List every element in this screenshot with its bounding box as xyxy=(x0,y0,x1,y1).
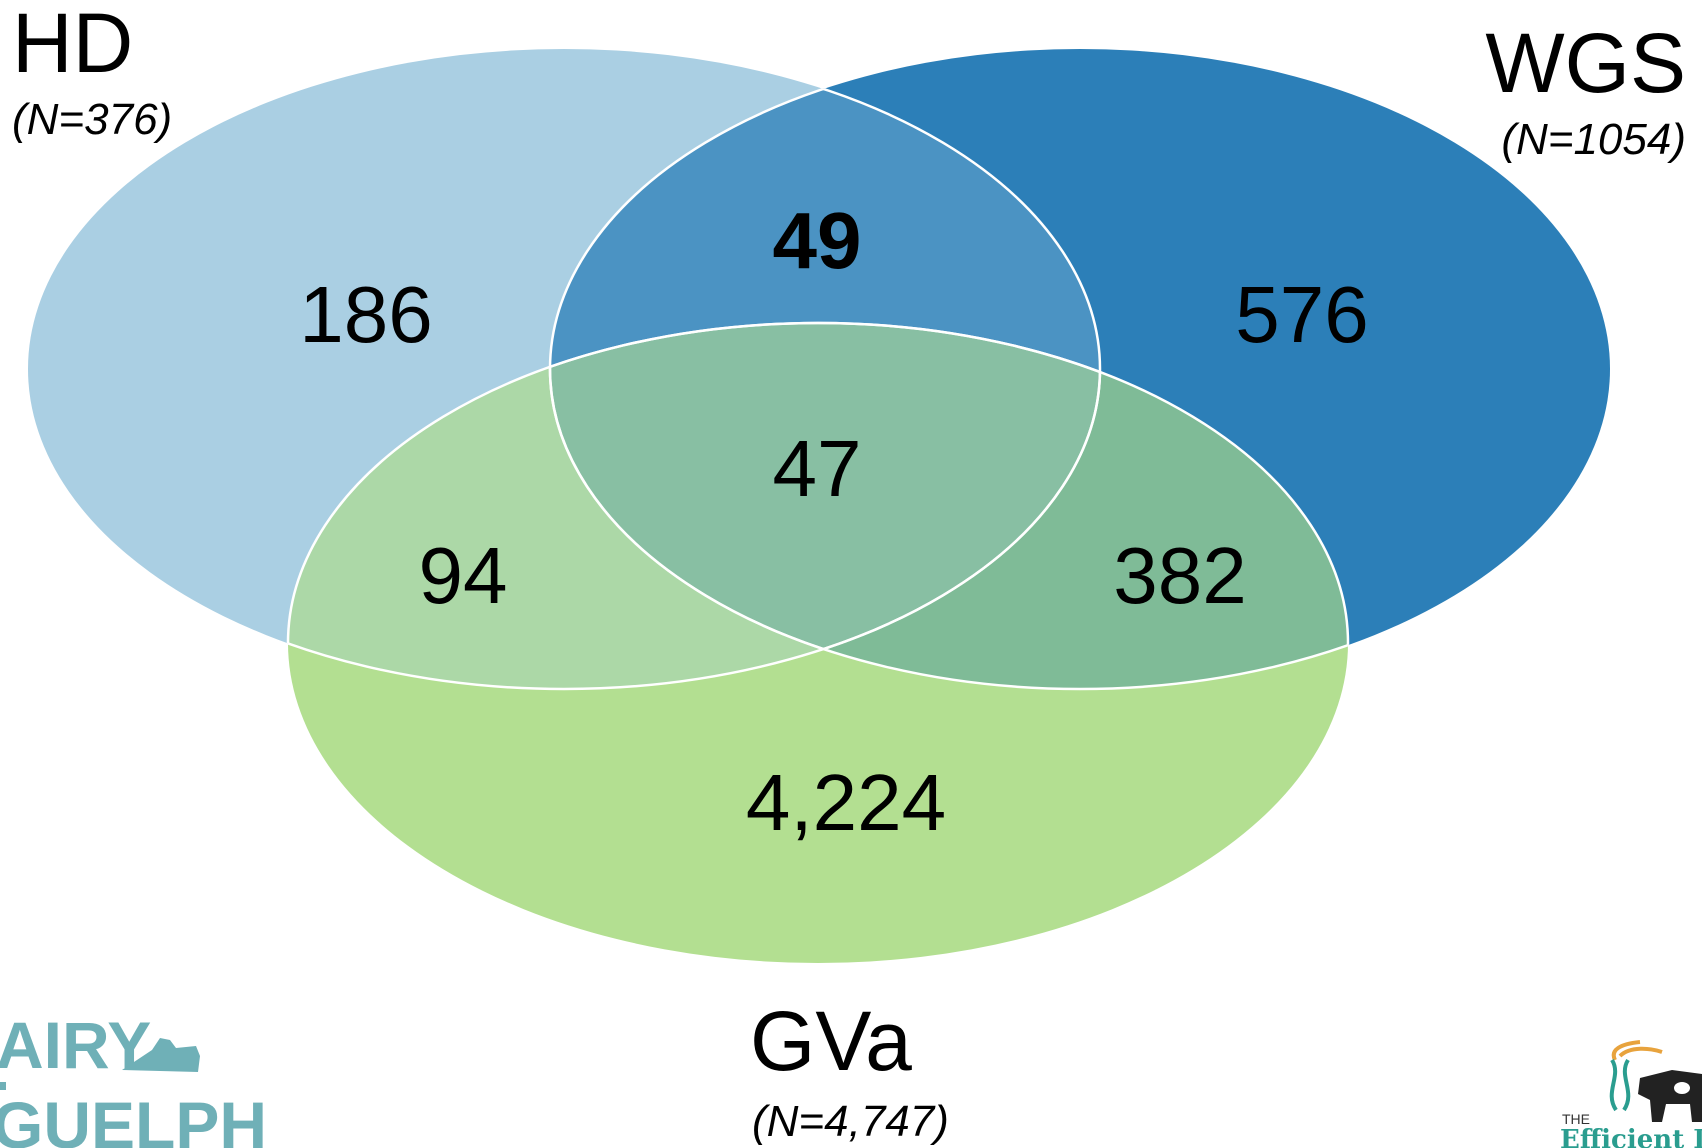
wgs-set-count: (N=1054) xyxy=(1501,115,1686,164)
wgs-outline-in-gva xyxy=(548,323,1348,691)
all-three-value: 47 xyxy=(773,424,862,513)
logo-left-bar xyxy=(0,1082,6,1090)
efficient-dairy-genome-logo: THE Efficient D xyxy=(1560,1040,1702,1148)
hd-set-name: HD xyxy=(12,0,133,90)
logo-right-small-text: THE xyxy=(1562,1111,1590,1127)
cow-icon xyxy=(1638,1070,1702,1122)
wgs-only-value: 576 xyxy=(1235,270,1368,359)
gva-set-name: GVa xyxy=(750,994,912,1088)
wgs-gva-value: 382 xyxy=(1113,531,1246,620)
dna-icon xyxy=(1609,1058,1631,1112)
hd-outline-in-wgs xyxy=(550,49,1102,689)
gva-set-count: (N=4,747) xyxy=(752,1097,949,1146)
wgs-set-name: WGS xyxy=(1485,16,1686,110)
hd-set-count: (N=376) xyxy=(12,95,172,144)
logo-right-main-text: Efficient D xyxy=(1560,1125,1702,1148)
dairy-at-guelph-logo: AIRY GUELPH xyxy=(0,1008,267,1148)
gva-outline-in-wgs xyxy=(550,321,1350,689)
gva-only-value: 4,224 xyxy=(746,758,946,847)
logo-left-line1: AIRY xyxy=(0,1008,151,1082)
logo-left-line2: GUELPH xyxy=(0,1088,267,1148)
hd-wgs-value: 49 xyxy=(773,196,862,285)
cow-spot-icon xyxy=(1674,1082,1690,1094)
hd-only-value: 186 xyxy=(299,270,432,359)
wheat-icon xyxy=(1611,1040,1663,1061)
cow-silhouette-icon xyxy=(122,1038,200,1072)
hd-gva-value: 94 xyxy=(419,531,508,620)
